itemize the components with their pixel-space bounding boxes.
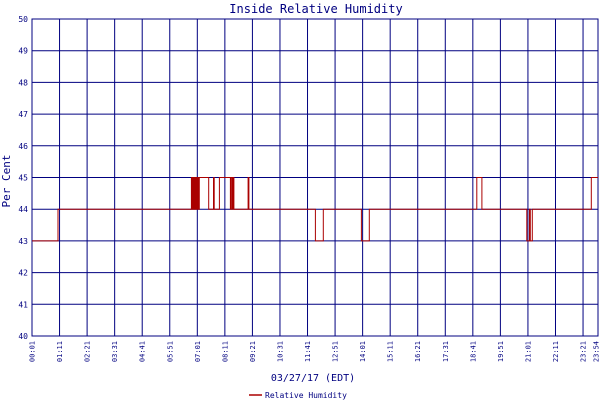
y-tick-label: 46 <box>18 142 28 151</box>
x-tick-label: 21:01 <box>524 341 532 362</box>
y-tick-label: 45 <box>18 174 28 183</box>
y-tick-label: 48 <box>18 78 28 87</box>
x-tick-label: 16:21 <box>414 341 422 362</box>
x-tick-labels: 00:01 01:11 02:21 03:31 04:41 05:51 07:01 08:11… <box>29 341 600 362</box>
y-tick-label: 50 <box>18 15 28 24</box>
x-tick-label: 01:11 <box>56 341 64 362</box>
y-tick-labels: 40 41 42 43 44 45 46 47 48 49 50 <box>18 15 28 341</box>
y-tick-label: 49 <box>18 47 28 56</box>
x-tick-label: 11:41 <box>304 341 312 362</box>
x-tick-label: 02:21 <box>84 341 92 362</box>
grid-lines <box>32 19 598 336</box>
x-tick-label: 12:51 <box>332 341 340 362</box>
x-axis-label: 03/27/17 (EDT) <box>271 373 355 384</box>
x-tick-label: 23:54 <box>593 341 600 362</box>
legend: Relative Humidity <box>249 391 347 400</box>
x-tick-label: 00:01 <box>29 341 37 362</box>
x-tick-label: 03:31 <box>111 341 119 362</box>
y-tick-label: 43 <box>18 237 28 246</box>
legend-label: Relative Humidity <box>265 391 347 400</box>
x-tick-label: 05:51 <box>166 341 174 362</box>
y-tick-label: 42 <box>18 269 28 278</box>
x-tick-label: 07:01 <box>194 341 202 362</box>
x-tick-label: 23:21 <box>580 341 588 362</box>
x-tick-label: 08:11 <box>221 341 229 362</box>
y-tick-label: 41 <box>18 300 28 309</box>
x-tick-label: 14:01 <box>359 341 367 362</box>
y-tick-label: 44 <box>18 205 28 214</box>
y-tick-label: 47 <box>18 110 28 119</box>
y-axis-label: Per Cent <box>0 155 13 208</box>
x-tick-label: 15:11 <box>387 341 395 362</box>
x-tick-label: 19:51 <box>497 341 505 362</box>
x-tick-label: 10:31 <box>276 341 284 362</box>
y-tick-label: 40 <box>18 332 28 341</box>
x-tick-label: 04:41 <box>139 341 147 362</box>
x-tick-label: 22:11 <box>552 341 560 362</box>
x-tick-label: 18:41 <box>469 341 477 362</box>
x-tick-label: 17:31 <box>442 341 450 362</box>
series-group <box>32 177 598 242</box>
x-tick-label: 09:21 <box>249 341 257 362</box>
chart-title: Inside Relative Humidity <box>229 2 402 16</box>
series-line-relative-humidity <box>32 177 598 242</box>
